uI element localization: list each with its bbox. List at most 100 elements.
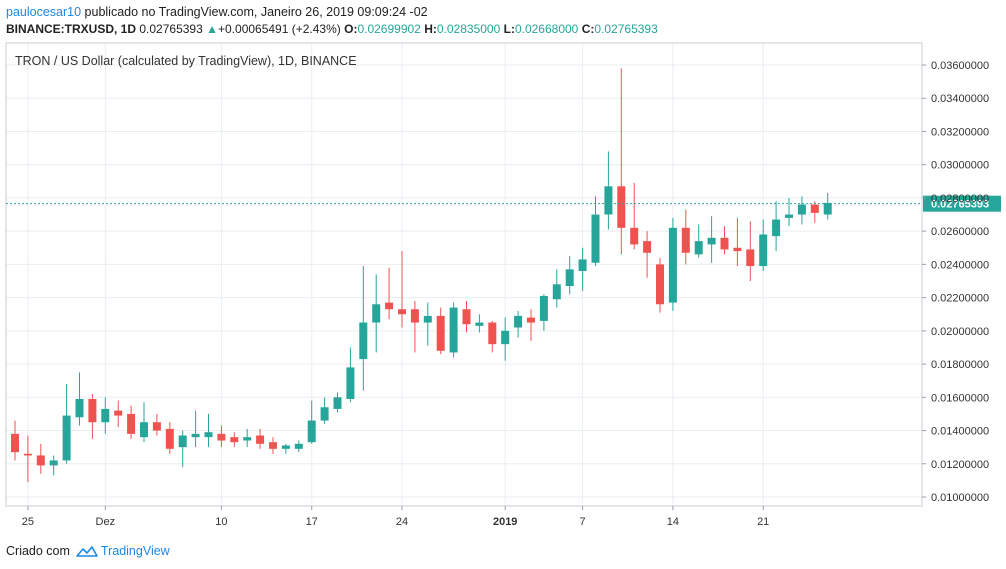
candle [11, 420, 19, 461]
candlestick-chart[interactable]: TRON / US Dollar (calculated by TradingV… [0, 0, 1006, 540]
change-value: +0.00065491 (+2.43%) [218, 22, 341, 36]
current-price-tag [923, 195, 1001, 212]
candle [230, 432, 239, 448]
candle [501, 317, 510, 361]
candle [578, 247, 587, 291]
candle [88, 393, 97, 439]
candle-body [152, 422, 161, 431]
candle [398, 251, 406, 328]
candle-body [372, 304, 381, 323]
candle-body [746, 249, 755, 267]
candle [269, 437, 277, 454]
y-tick-label: 0.02200000 [931, 293, 989, 305]
candle-body [204, 432, 213, 438]
candle-body [681, 227, 690, 253]
candle [62, 384, 71, 464]
published-text: publicado no TradingView.com, Janeiro 26… [84, 5, 428, 19]
candle-body [578, 259, 587, 272]
candle-body [359, 322, 368, 360]
ohlc-bar: BINANCE:TRXUSD, 1D 0.02765393 ▲+0.000654… [6, 22, 658, 36]
plot-area [5, 42, 923, 507]
y-axis[interactable]: 0.03600000 0.03400000 0.03200000 0.03000000… [922, 60, 989, 504]
candle-body [604, 186, 613, 215]
price-line-layer: 0.02765393 [6, 195, 1001, 212]
candles-layer [11, 68, 832, 483]
chart-title: TRON / US Dollar (calculated by TradingV… [15, 54, 357, 68]
candle [810, 201, 819, 223]
candle [101, 397, 110, 434]
candle-body [475, 322, 484, 326]
candle-body [269, 442, 277, 449]
candle [772, 201, 781, 252]
candle-body [694, 241, 703, 255]
tradingview-brand-link[interactable]: TradingView [100, 544, 170, 558]
candle-body [36, 455, 45, 466]
candle-body [178, 435, 187, 448]
y-tick-label: 0.02800000 [931, 193, 989, 205]
candle-body [165, 428, 174, 449]
y-tick-label: 0.01600000 [931, 392, 989, 404]
candle-body [552, 284, 561, 300]
x-tick-label: 21 [757, 516, 769, 528]
candle [449, 302, 458, 358]
candle-body [643, 241, 652, 253]
y-tick-label: 0.02400000 [931, 259, 989, 271]
candle [785, 197, 793, 227]
candle [681, 209, 690, 265]
candle [565, 256, 574, 295]
y-tick-label: 0.03600000 [931, 60, 989, 72]
candle [720, 226, 729, 255]
candle [294, 440, 303, 453]
candle [346, 347, 355, 403]
candle-body [591, 214, 600, 263]
candle [436, 307, 445, 355]
candle [243, 428, 252, 448]
candle [127, 405, 136, 439]
y-tick-label: 0.01800000 [931, 359, 989, 371]
candle [320, 397, 329, 424]
x-tick-label: 10 [215, 516, 227, 528]
candle [668, 217, 677, 311]
candle [372, 274, 381, 353]
candle [114, 400, 123, 428]
candle-body [785, 214, 793, 218]
candle-body [797, 204, 806, 215]
candle-body [62, 415, 71, 461]
candle-body [436, 315, 445, 351]
candle [527, 309, 535, 341]
candle [656, 257, 664, 313]
candle [423, 302, 432, 346]
author-link[interactable]: paulocesar10 [6, 5, 82, 19]
footer: Criado com TradingView [6, 544, 170, 558]
y-tick-label: 0.02000000 [931, 326, 989, 338]
x-tick-label: Dez [96, 516, 116, 528]
candle-body [656, 264, 664, 305]
candle-body [307, 420, 316, 443]
candle-body [514, 315, 523, 328]
candle-body [243, 437, 252, 441]
candle [475, 314, 484, 333]
x-axis[interactable]: 25 Dez 10 17 24 2019 7 14 21 [22, 506, 770, 528]
created-with-text: Criado com [6, 544, 70, 558]
y-tick-label: 0.01400000 [931, 426, 989, 438]
candle [204, 413, 213, 448]
candle [165, 422, 174, 454]
x-tick-label: 17 [306, 516, 318, 528]
candle-body [140, 422, 148, 438]
high-value: 0.02835000 [436, 22, 501, 36]
candle-body [527, 317, 535, 323]
candle [746, 221, 755, 281]
candle [75, 372, 84, 426]
candle-body [449, 307, 458, 353]
candle-body [114, 410, 123, 416]
y-tick-label: 0.03400000 [931, 93, 989, 105]
candle [604, 151, 613, 230]
x-tick-label: 7 [580, 516, 586, 528]
candle [410, 300, 419, 353]
candle-body [294, 443, 303, 449]
candle [385, 267, 394, 320]
x-tick-label: 25 [22, 516, 34, 528]
candle-body [810, 204, 819, 213]
candle-body [772, 219, 781, 237]
open-value: 0.02699902 [357, 22, 421, 36]
